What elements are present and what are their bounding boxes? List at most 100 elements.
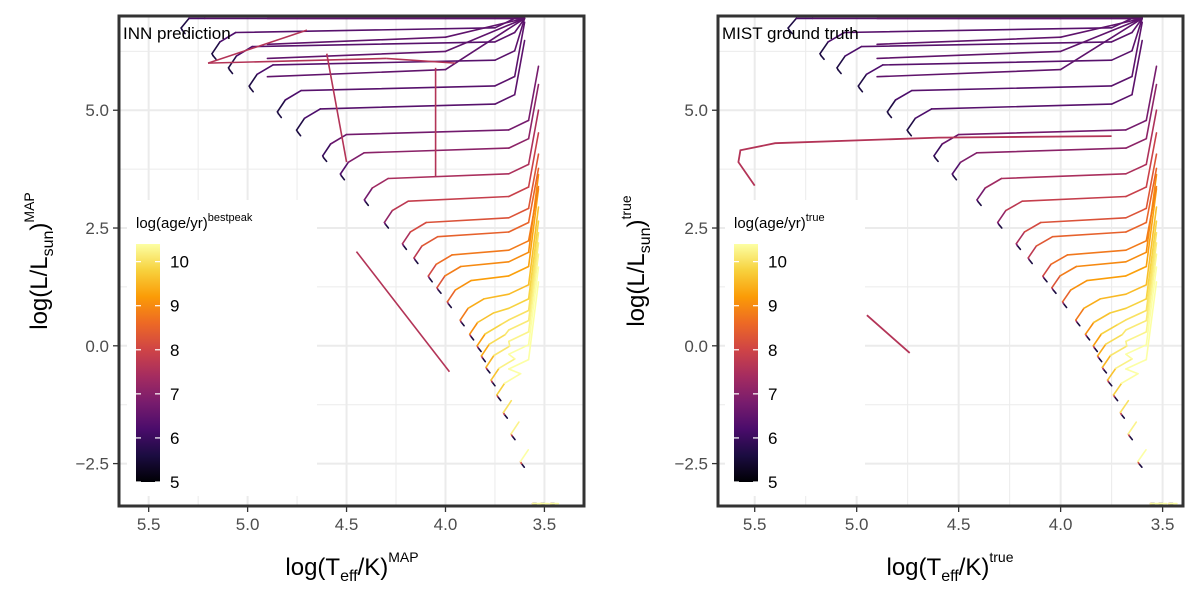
track-segment — [447, 302, 453, 309]
track-segment — [513, 21, 526, 78]
track-segment — [975, 147, 1127, 154]
track-segment — [1085, 335, 1091, 341]
track-segment — [507, 331, 530, 343]
track-segment — [844, 45, 863, 57]
track-segment — [513, 17, 526, 52]
track-segment — [1100, 323, 1119, 335]
track-segment — [907, 131, 913, 137]
track-segment — [511, 434, 516, 441]
track-segment — [984, 177, 1003, 189]
track-segment — [527, 132, 540, 188]
track-segment — [180, 17, 190, 29]
track-segment — [296, 131, 302, 137]
track-segment — [906, 117, 917, 131]
legend-2: log(age/yr)true 10 9 8 7 6 5 — [725, 200, 865, 496]
track-segment — [219, 31, 237, 43]
track-segment — [494, 75, 516, 87]
colorbar-tick-label: 7 — [170, 385, 179, 404]
track-segment — [507, 265, 530, 277]
track-segment — [507, 368, 522, 375]
track-segment — [933, 143, 944, 157]
colorbar-tick-label: 5 — [768, 473, 777, 492]
track-segment — [444, 265, 462, 277]
track-segment — [1052, 288, 1057, 295]
y-tick-label: −2.5 — [75, 455, 109, 474]
track-segment — [1145, 206, 1158, 286]
legend-title: log(age/yr)true — [734, 212, 825, 232]
track-segment — [454, 279, 472, 291]
track-segment — [228, 68, 234, 75]
track-segment — [857, 73, 868, 87]
track-segment — [477, 346, 482, 353]
track-segment — [459, 307, 469, 321]
colorbar-tick-label: 8 — [768, 341, 777, 360]
track-segment — [339, 161, 350, 175]
track-segment — [1061, 289, 1072, 303]
track-segment — [490, 367, 500, 381]
track-segment — [519, 448, 530, 463]
track-segment — [1075, 260, 1127, 268]
track-segment — [886, 99, 897, 113]
track-segment — [1125, 251, 1148, 263]
tracks-1 — [180, 17, 560, 505]
track-segment — [513, 17, 526, 34]
track-segment — [409, 221, 428, 233]
track-segment — [820, 54, 825, 61]
track-segment — [1131, 17, 1143, 34]
track-segment — [1125, 265, 1148, 277]
track-segment — [527, 281, 540, 361]
track-segment — [1125, 343, 1148, 356]
track-segment — [1027, 245, 1038, 259]
track-segment — [435, 254, 453, 266]
track-segment — [1131, 17, 1143, 52]
track-segment — [1099, 293, 1127, 300]
track-segment — [407, 195, 510, 202]
track-segment — [1075, 307, 1085, 321]
track-segment — [1125, 368, 1139, 375]
colorbar-ticks: 10 9 8 7 6 5 — [136, 253, 189, 492]
track-segment — [1097, 356, 1103, 363]
track-segment — [371, 177, 389, 189]
track-segment — [1116, 319, 1127, 326]
track-segment — [827, 31, 846, 43]
track-segment — [494, 93, 516, 105]
track-segment — [507, 309, 530, 321]
legend-1: log(age/yr)bestpeak 10 9 8 7 6 5 — [127, 200, 317, 496]
track-segment — [1059, 17, 1143, 53]
track-segment — [1040, 217, 1127, 224]
track-segment — [527, 231, 540, 312]
track-segment — [510, 421, 520, 435]
track-segment — [329, 133, 348, 145]
track-segment — [1145, 281, 1158, 361]
track-segment — [446, 289, 457, 303]
panel-title: INN prediction — [123, 24, 231, 43]
track-segment — [1137, 448, 1147, 463]
track-segment — [527, 83, 540, 140]
track-segment — [444, 17, 526, 39]
colorbar-tick-label: 9 — [768, 297, 777, 316]
colorbar-tick-label: 7 — [768, 385, 777, 404]
track-segment — [1109, 307, 1127, 314]
track-segment — [413, 245, 423, 259]
track-segment — [507, 163, 530, 175]
track-segment — [957, 129, 1127, 136]
track-segment — [527, 167, 540, 224]
track-segment — [295, 117, 306, 131]
y-tick-label: −2.5 — [674, 455, 708, 474]
track-segment — [1004, 200, 1024, 212]
track-segment — [527, 220, 540, 300]
track-segment — [276, 99, 287, 113]
colorbar-ticks: 10 9 8 7 6 5 — [734, 253, 787, 492]
track-segment — [284, 89, 302, 101]
track-segment — [507, 319, 530, 331]
colorbar-tick-label: 10 — [170, 253, 189, 272]
track-segment — [208, 57, 387, 64]
track-segment — [266, 50, 447, 60]
track-segment — [513, 39, 526, 96]
track-segment — [1059, 17, 1143, 39]
colorbar — [734, 244, 758, 482]
track-segment — [914, 108, 933, 120]
track-segment — [507, 207, 530, 219]
track-segment — [787, 17, 798, 29]
track-segment — [1138, 462, 1143, 469]
